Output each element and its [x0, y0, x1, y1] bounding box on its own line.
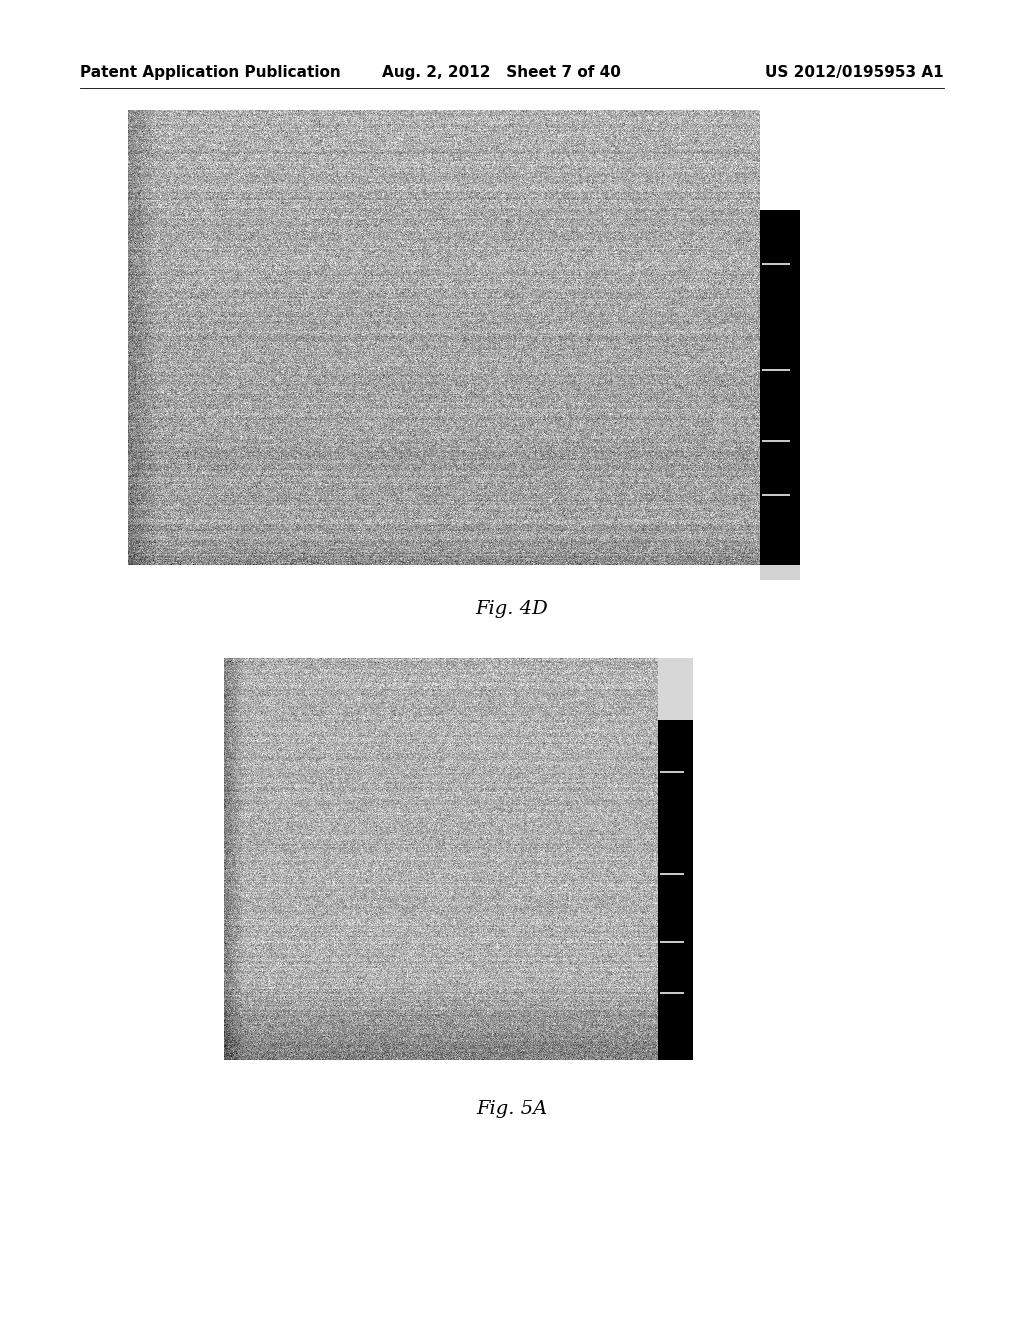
Text: Patent Application Publication: Patent Application Publication — [80, 65, 341, 81]
Text: US 2012/0195953 A1: US 2012/0195953 A1 — [765, 65, 944, 81]
Text: Aug. 2, 2012   Sheet 7 of 40: Aug. 2, 2012 Sheet 7 of 40 — [382, 65, 622, 81]
Text: Fig. 5A: Fig. 5A — [476, 1100, 548, 1118]
Text: Fig. 4D: Fig. 4D — [475, 601, 549, 618]
